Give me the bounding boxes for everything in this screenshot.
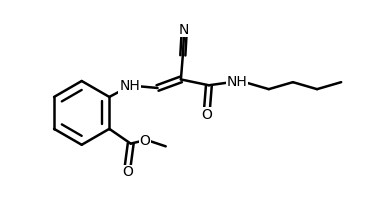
Text: N: N (179, 23, 189, 37)
Text: O: O (140, 133, 151, 148)
Text: NH: NH (119, 79, 140, 93)
Text: NH: NH (226, 75, 247, 89)
Text: O: O (202, 108, 212, 122)
Text: O: O (122, 165, 133, 179)
